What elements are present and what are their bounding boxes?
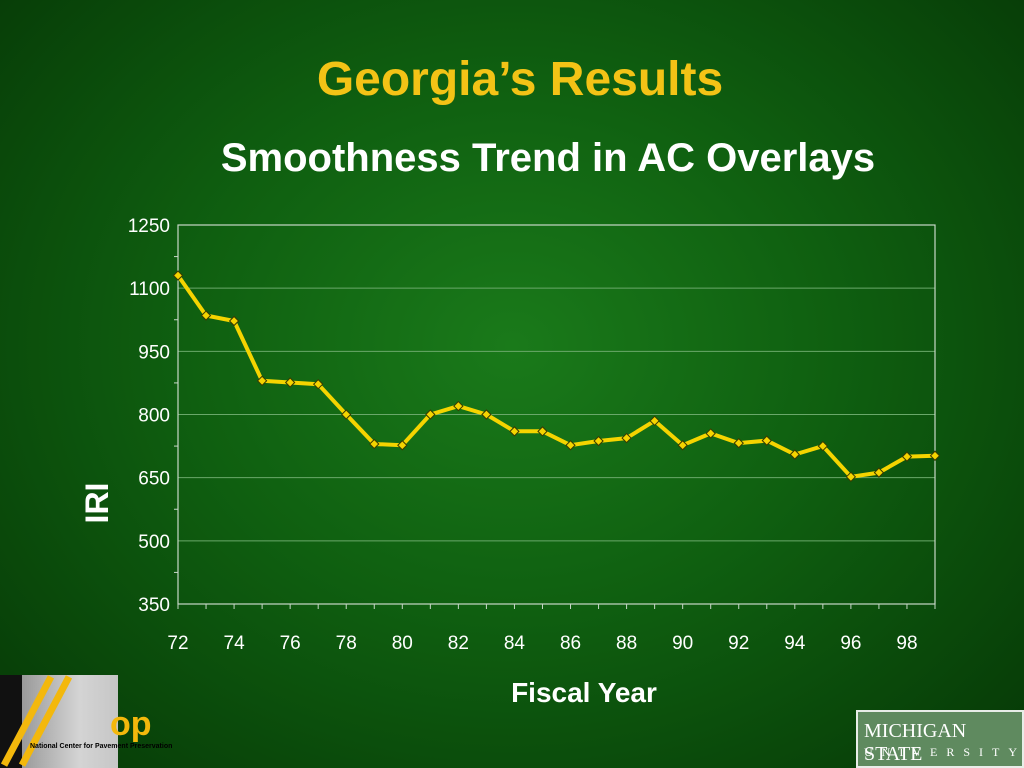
y-axis-label: IRI xyxy=(79,483,115,524)
x-tick-label: 72 xyxy=(167,633,188,654)
y-tick-label: 500 xyxy=(138,532,170,553)
x-tick-label: 82 xyxy=(448,633,469,654)
y-tick-label: 800 xyxy=(138,406,170,427)
ncpp-logo: op National Center for Pavement Preserva… xyxy=(0,675,172,768)
ncpp-logo-text: op xyxy=(110,705,152,743)
data-point-marker xyxy=(621,432,632,444)
data-point-marker xyxy=(284,377,296,388)
x-tick-label: 92 xyxy=(728,633,749,654)
x-tick-label: 80 xyxy=(392,633,413,654)
data-point-marker xyxy=(845,471,857,483)
series-markers xyxy=(172,270,941,483)
y-tick-label: 650 xyxy=(138,469,170,490)
y-axis-ticks: 350 500 650 800 950 1100 1250 xyxy=(128,216,178,616)
msu-logo-line2: UNIVERSITY xyxy=(864,745,1024,759)
data-point-marker xyxy=(789,449,801,460)
data-point-marker xyxy=(873,467,885,478)
x-tick-label: 74 xyxy=(224,633,246,654)
data-point-marker xyxy=(649,415,660,427)
slide-title: Georgia’s Results xyxy=(316,53,724,106)
data-point-marker xyxy=(425,409,436,420)
data-point-marker xyxy=(453,400,464,412)
data-point-marker xyxy=(901,451,913,462)
data-point-marker xyxy=(565,440,576,451)
chart-subtitle: Smoothness Trend in AC Overlays xyxy=(220,136,876,180)
x-tick-label: 84 xyxy=(504,633,526,654)
data-point-marker xyxy=(369,438,380,450)
data-point-marker xyxy=(256,375,268,387)
data-point-marker xyxy=(929,450,941,461)
data-point-marker xyxy=(817,440,829,452)
data-point-marker xyxy=(172,270,184,281)
data-point-marker xyxy=(200,310,212,321)
msu-logo-line1: MICHIGAN STATE xyxy=(864,720,967,765)
x-tick-label: 76 xyxy=(280,633,301,654)
data-point-marker xyxy=(677,440,688,451)
data-point-marker xyxy=(481,409,492,420)
data-point-marker xyxy=(312,378,324,390)
y-tick-label: 950 xyxy=(138,342,170,363)
ncpp-logo-caption: National Center for Pavement Preservatio… xyxy=(30,743,173,750)
data-point-marker xyxy=(705,428,716,439)
x-tick-label: 86 xyxy=(560,633,581,654)
data-point-marker xyxy=(509,426,520,437)
x-tick-label: 98 xyxy=(896,633,917,654)
x-axis-ticks: 72 74 76 78 80 82 84 86 88 90 92 94 96 98 xyxy=(167,604,936,654)
data-point-marker xyxy=(733,437,744,449)
data-point-marker xyxy=(761,435,772,446)
x-tick-label: 78 xyxy=(336,633,357,654)
x-axis-label: Fiscal Year xyxy=(511,677,657,708)
data-point-marker xyxy=(537,426,548,437)
x-tick-label: 88 xyxy=(616,633,637,654)
plot-area xyxy=(177,224,936,605)
gridlines xyxy=(178,224,935,605)
data-point-marker xyxy=(341,409,352,420)
data-point-marker xyxy=(593,435,604,447)
x-tick-label: 94 xyxy=(784,633,806,654)
y-tick-label: 350 xyxy=(138,595,170,616)
x-tick-label: 96 xyxy=(840,633,861,654)
y-tick-label: 1250 xyxy=(128,216,170,237)
x-tick-label: 90 xyxy=(672,633,693,654)
msu-logo: MICHIGAN STATE UNIVERSITY xyxy=(856,710,1024,768)
data-point-marker xyxy=(397,440,408,451)
data-point-marker xyxy=(228,315,240,327)
y-tick-label: 1100 xyxy=(129,279,170,300)
series-line-iri xyxy=(176,274,936,479)
